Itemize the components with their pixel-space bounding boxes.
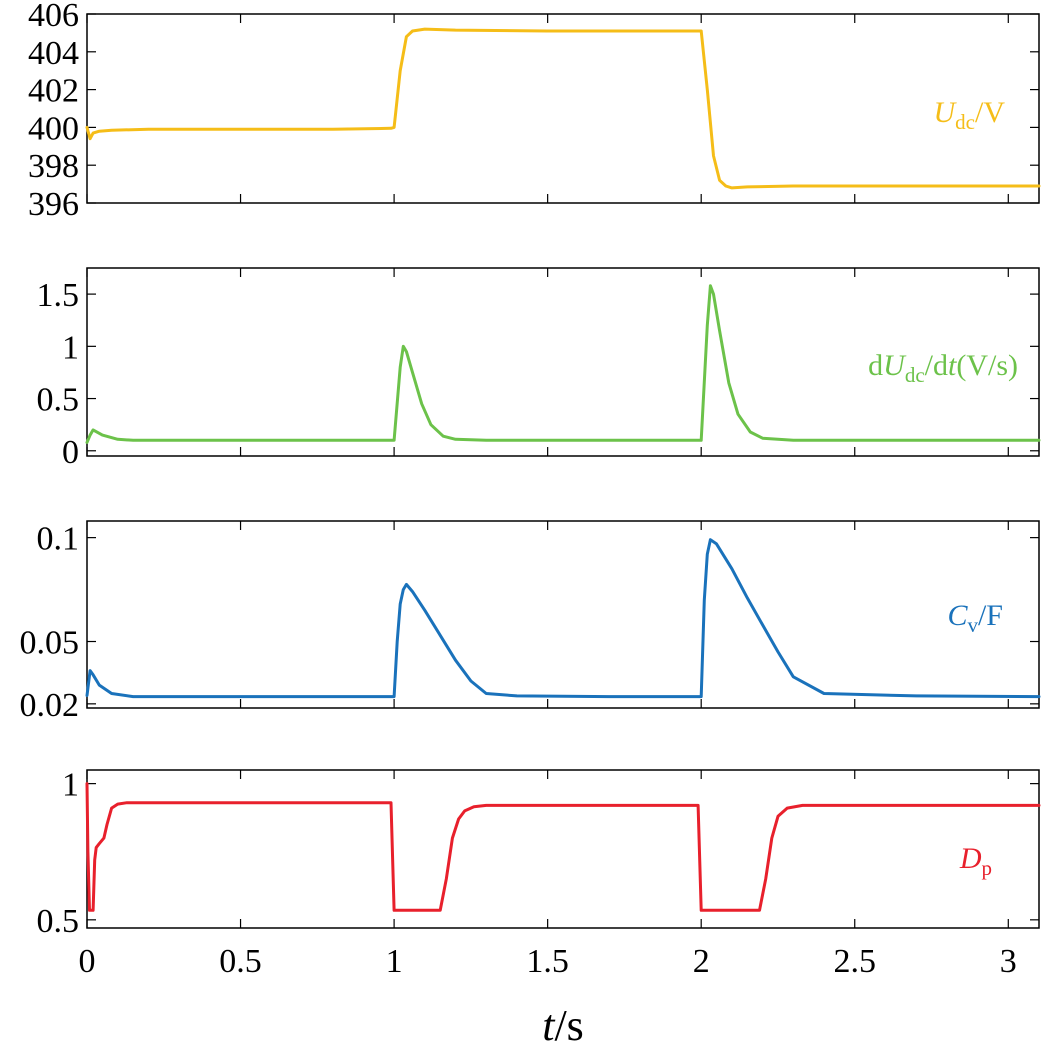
y-tick-label-udc: 396 <box>28 186 79 223</box>
series-label-cv: Cv/F <box>947 599 1003 637</box>
y-tick-label-udc: 398 <box>28 148 79 185</box>
series-label-dudc-dt: dUdc/dt(V/s) <box>868 349 1018 387</box>
y-tick-label-udc: 404 <box>28 35 79 72</box>
series-line-dp <box>85 782 1041 912</box>
panel-frame-dp <box>86 769 1040 929</box>
y-tick-label-dp: 1 <box>62 767 79 804</box>
x-tick-label: 2.5 <box>833 943 876 980</box>
x-axis-title: t/s <box>542 1001 584 1047</box>
y-tick-label-dudc-dt: 1 <box>62 329 79 366</box>
series-label-dp: Dp <box>959 842 992 880</box>
y-tick-label-udc: 402 <box>28 73 79 110</box>
y-tick-label-dp: 0.5 <box>37 903 80 940</box>
x-tick-label: 3 <box>1000 943 1017 980</box>
y-tick-label-cv: 0.1 <box>37 521 80 558</box>
x-tick-label: 1.5 <box>526 943 569 980</box>
series-line-cv <box>85 538 1041 699</box>
y-tick-label-udc: 400 <box>28 110 79 147</box>
panel-frame-cv <box>86 520 1040 709</box>
x-tick-label: 1 <box>386 943 403 980</box>
x-tick-label: 2 <box>693 943 710 980</box>
x-tick-label: 0 <box>79 943 96 980</box>
series-line-dudc-dt <box>85 284 1041 444</box>
y-tick-label-cv: 0.05 <box>20 625 80 662</box>
panel-frame-udc <box>86 13 1040 204</box>
x-tick-label: 0.5 <box>219 943 262 980</box>
y-tick-label-dudc-dt: 0 <box>62 434 79 471</box>
series-line-udc <box>85 27 1041 190</box>
panel-frame-dudc-dt <box>86 267 1040 457</box>
y-tick-label-udc: 406 <box>28 0 79 34</box>
y-tick-label-dudc-dt: 0.5 <box>37 382 80 419</box>
series-label-udc: Udc/V <box>934 96 1006 134</box>
y-tick-label-dudc-dt: 1.5 <box>37 277 80 314</box>
y-tick-label-cv: 0.02 <box>20 687 80 724</box>
